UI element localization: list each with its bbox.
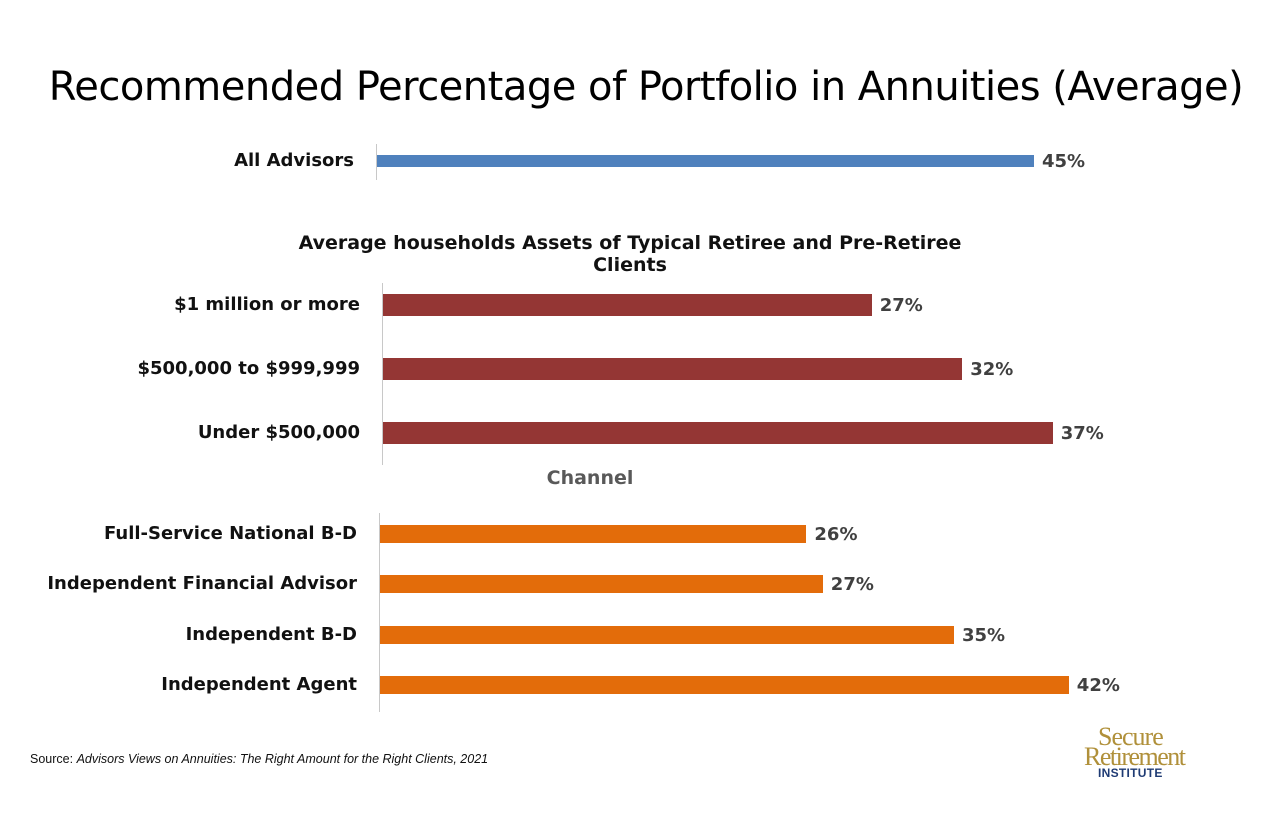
category-label-all-advisors: All Advisors [234,150,354,171]
source-prefix: Source: [30,752,77,766]
value-label-full-service-national-b-d: 26% [814,524,858,545]
bar-500-000-to-999-999 [383,358,963,380]
bar-1-million-or-more [383,294,872,316]
category-label-independent-b-d: Independent B-D [185,624,357,645]
secure-retirement-institute-logo: Secure Retirement INSTITUTE [1082,722,1206,782]
value-label-under-500-000: 37% [1060,423,1104,444]
category-label-1-million-or-more: $1 million or more [174,294,360,315]
value-label-independent-financial-advisor: 27% [830,574,874,595]
source-note: Source: Advisors Views on Annuities: The… [30,752,488,766]
page-title: Recommended Percentage of Portfolio in A… [48,64,1244,110]
chart-1-axis [376,144,377,180]
logo-text-secure: Secure [1098,722,1164,751]
category-label-500-000-to-999-999: $500,000 to $999,999 [137,358,360,379]
category-label-independent-agent: Independent Agent [161,674,357,695]
source-citation: Advisors Views on Annuities: The Right A… [76,752,489,766]
chart-3-title: Channel [546,467,634,489]
bar-independent-agent [380,676,1069,694]
category-label-under-500-000: Under $500,000 [197,422,360,443]
logo-text-retirement: Retirement [1084,742,1186,771]
chart-3-axis [379,513,380,712]
bar-under-500-000 [383,422,1053,444]
bar-independent-financial-advisor [380,575,823,593]
bar-full-service-national-b-d [380,525,807,543]
category-label-full-service-national-b-d: Full-Service National B-D [103,523,357,544]
value-label-500-000-to-999-999: 32% [970,359,1014,380]
value-label-independent-b-d: 35% [962,625,1006,646]
value-label-1-million-or-more: 27% [879,295,923,316]
chart-2-title: Average households Assets of Typical Ret… [298,232,962,276]
logo-text-institute: INSTITUTE [1098,766,1163,780]
category-label-independent-financial-advisor: Independent Financial Advisor [47,573,357,594]
value-label-independent-agent: 42% [1076,675,1120,696]
value-label-all-advisors: 45% [1042,151,1086,172]
chart-2-axis [382,283,383,465]
bar-all-advisors [377,155,1034,167]
bar-independent-b-d [380,626,954,644]
